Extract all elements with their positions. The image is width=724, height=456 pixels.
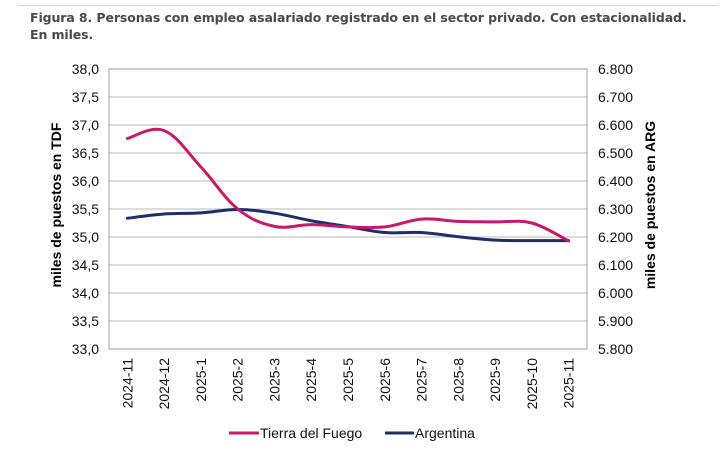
x-axis-tick-label: 2025-4 [303,358,319,402]
left-axis-tick-label: 34,0 [72,285,99,301]
left-axis-tick-label: 35,5 [72,201,99,217]
figure-title: Figura 8. Personas con empleo asalariado… [30,10,687,42]
plot-area [108,68,588,350]
x-axis-tick-label: 2024-11 [119,358,135,409]
left-axis-tick-label: 36,0 [72,173,99,189]
x-axis-tick-label: 2025-3 [266,358,282,402]
right-axis-tick-label: 6.500 [598,145,633,161]
series-line-tierra-del-fuego [125,127,571,243]
x-axis-tick-label: 2025-6 [377,358,393,402]
left-axis-tick-label: 33,5 [72,313,99,329]
left-axis-tick-label: 33,0 [72,341,99,357]
right-axis-tick-label: 6.800 [598,61,633,77]
series-lines [125,127,571,243]
right-axis-tick-label: 6.700 [598,89,633,105]
left-axis-tick-label: 36,5 [72,145,99,161]
right-axis-tick-label: 6.600 [598,117,633,133]
right-axis-tick-label: 6.200 [598,229,633,245]
left-axis-tick-label: 34,5 [72,257,99,273]
top-divider [18,5,718,6]
legend: Tierra del Fuego Argentina [229,425,475,441]
left-axis-tick-label: 37,0 [72,117,99,133]
x-axis-tick-label: 2025-11 [561,358,577,409]
x-axis-tick-label: 2025-5 [340,358,356,402]
left-axis-tick-label: 38,0 [72,61,99,77]
x-axis-tick-label: 2025-2 [230,358,246,402]
left-axis-tick-label: 35,0 [72,229,99,245]
right-axis-tick-label: 5.900 [598,313,633,329]
right-axis-ticks: 5.800 5.900 6.000 6.100 6.200 6.300 6.400 6.500… [598,61,633,357]
series-line-argentina [125,208,571,243]
right-axis-tick-label: 6.300 [598,201,633,217]
x-axis-tick-label: 2024-12 [156,358,172,410]
x-axis-tick-label: 2025-8 [450,358,466,402]
right-axis-tick-label: 6.000 [598,285,633,301]
right-axis-tick-label: 5.800 [598,341,633,357]
right-axis-tick-label: 6.100 [598,257,633,273]
gridlines [109,68,587,350]
legend-label-argentina: Argentina [415,425,475,441]
x-axis-tick-label: 2025-1 [193,358,209,402]
right-axis-title: miles de puestos en ARG [642,121,658,289]
left-axis-tick-label: 37,5 [72,89,99,105]
right-axis-tick-label: 6.400 [598,173,633,189]
left-axis-title: miles de puestos en TDF [48,122,64,287]
x-axis-tick-label: 2025-10 [524,358,540,410]
x-axis-tick-label: 2025-9 [487,358,503,402]
left-axis-ticks: 33,0 33,5 34,0 34,5 35,0 35,5 36,0 36,5 37,0 37,5… [72,61,99,357]
x-axis-tick-label: 2025-7 [414,358,430,402]
legend-label-tierra-del-fuego: Tierra del Fuego [260,425,362,441]
x-axis-ticks: 2024-11 2024-12 2025-1 2025-2 2025-3 2025-4 20… [119,358,576,410]
